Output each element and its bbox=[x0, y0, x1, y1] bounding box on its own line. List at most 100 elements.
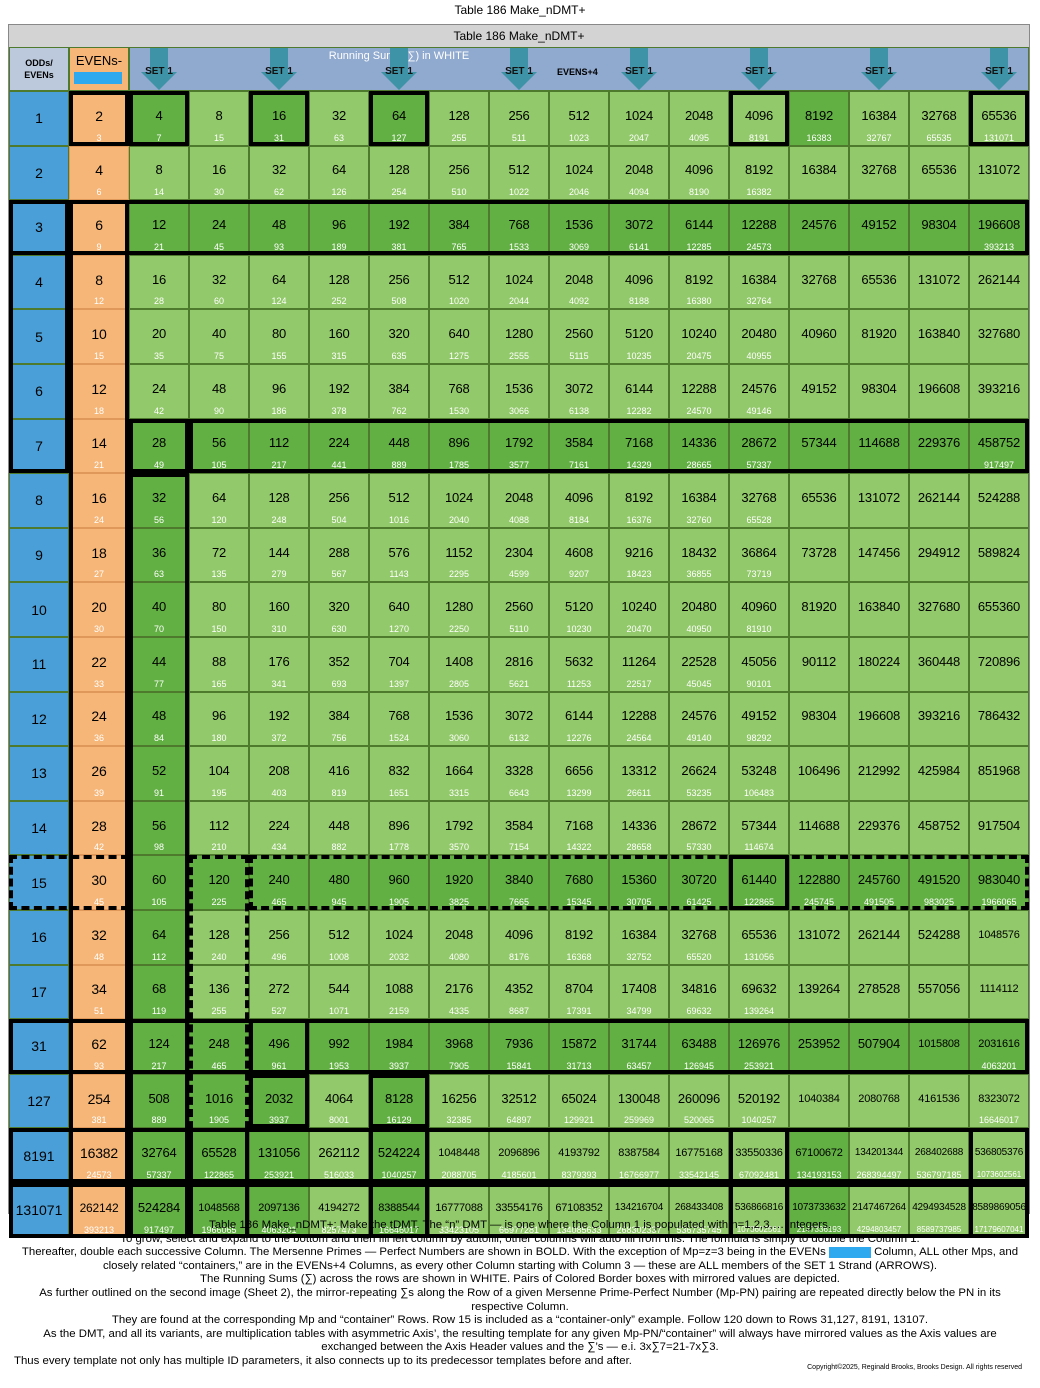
table-cell: 512 1008 bbox=[309, 910, 369, 965]
running-sum: 98292 bbox=[746, 733, 772, 744]
running-sum: 516033 bbox=[323, 1169, 355, 1180]
cell-value: 917504 bbox=[977, 817, 1021, 833]
cell-value: 1024 bbox=[444, 490, 474, 506]
running-sum: 14322 bbox=[566, 842, 592, 853]
cell-value: 69632 bbox=[741, 981, 777, 997]
table-cell: 5120 10235 bbox=[609, 309, 669, 364]
table-cell: 260096 520065 bbox=[669, 1073, 729, 1129]
cell-value: 28672 bbox=[741, 435, 777, 451]
running-sum: 6138 bbox=[568, 405, 590, 416]
running-sum: 252 bbox=[331, 296, 347, 307]
row-header: 31 bbox=[9, 1019, 69, 1074]
table-cell: 2560 5110 bbox=[489, 582, 549, 637]
cell-value: 24 bbox=[211, 217, 227, 233]
cell-value: 60 bbox=[151, 872, 167, 888]
running-sum: 30 bbox=[93, 623, 104, 634]
table-cell: 786432 bbox=[969, 691, 1029, 747]
cell-value: 180224 bbox=[857, 653, 901, 669]
cell-value: 384 bbox=[328, 708, 350, 724]
cell-value: 28 bbox=[91, 817, 107, 834]
cell-value: 18432 bbox=[681, 544, 717, 560]
running-sum: 2555 bbox=[508, 350, 530, 361]
table-cell: 104 195 bbox=[189, 746, 249, 801]
running-sum: 10230 bbox=[566, 623, 592, 634]
cell-value: 22528 bbox=[681, 653, 717, 669]
table-cell: 1040384 bbox=[789, 1073, 849, 1129]
table-cell: 2048 4092 bbox=[549, 254, 609, 310]
cell-value: 20 bbox=[91, 599, 107, 616]
table-cell: 122880 245745 bbox=[789, 855, 849, 910]
cell-value: 14336 bbox=[681, 435, 717, 451]
table-cell: 4294934528 8589737985 bbox=[909, 1183, 969, 1238]
table-cell: 160 315 bbox=[309, 309, 369, 364]
cell-value: 458752 bbox=[917, 817, 961, 833]
table-cell: 8 14 bbox=[129, 145, 189, 201]
running-sum: 1008 bbox=[328, 951, 350, 962]
running-sum: 131056 bbox=[743, 951, 775, 962]
table-cell: 655360 bbox=[969, 582, 1029, 637]
table-cell: 65536 bbox=[849, 254, 909, 310]
cell-value: 81920 bbox=[801, 599, 837, 615]
table-cell: 130048 259969 bbox=[609, 1073, 669, 1129]
table-cell: 544 1071 bbox=[309, 964, 369, 1020]
cell-value: 40 bbox=[211, 326, 227, 342]
running-sum: 248 bbox=[271, 514, 287, 525]
running-sum: 22517 bbox=[626, 678, 652, 689]
table-cell: 240 465 bbox=[249, 855, 309, 910]
table-cell: 416 819 bbox=[309, 746, 369, 801]
running-sum: 40955 bbox=[746, 350, 772, 361]
table-cell: 576 1143 bbox=[369, 527, 429, 583]
cell-value: 56 bbox=[211, 435, 227, 451]
running-sum: 491505 bbox=[863, 896, 895, 907]
running-sum: 122865 bbox=[743, 896, 775, 907]
cell-value: 992 bbox=[328, 1036, 350, 1052]
cell-value: 4352 bbox=[504, 981, 534, 997]
table-cell: 720896 bbox=[969, 637, 1029, 692]
running-sum: 504 bbox=[331, 514, 347, 525]
cell-value: 16 bbox=[211, 162, 227, 178]
cell-value: 112 bbox=[208, 817, 230, 833]
row-header: 10 bbox=[9, 582, 69, 637]
running-sum: 189 bbox=[331, 241, 347, 252]
table-cell: 60 105 bbox=[129, 855, 189, 910]
table-cell: 56 98 bbox=[129, 800, 189, 856]
table-cell: 256 496 bbox=[249, 910, 309, 965]
cell-value: 34 bbox=[91, 981, 107, 998]
running-sum: 917497 bbox=[143, 1224, 175, 1235]
table-cell: 163840 bbox=[909, 309, 969, 364]
table-cell: 208 403 bbox=[249, 746, 309, 801]
row-header: 12 bbox=[9, 691, 69, 747]
table-cell: 524288 bbox=[969, 473, 1029, 528]
table-cell: 139264 bbox=[789, 964, 849, 1020]
table-cell: 36864 73719 bbox=[729, 527, 789, 583]
cell-value: 28672 bbox=[681, 817, 717, 833]
table-cell: 33554176 66977281 bbox=[489, 1183, 549, 1238]
cell-value: 2560 bbox=[564, 326, 594, 342]
running-sum: 508 bbox=[391, 296, 407, 307]
running-sum: 126 bbox=[331, 187, 347, 198]
row-header: 16 bbox=[9, 910, 69, 965]
cell-value: 256 bbox=[508, 107, 530, 123]
row-header: 4 bbox=[9, 254, 69, 310]
cell-value: 4194272 bbox=[318, 1201, 360, 1214]
table-cell: 56 105 bbox=[189, 418, 249, 474]
running-sum: 6 bbox=[96, 187, 102, 198]
running-sum: 1071 bbox=[328, 1006, 350, 1017]
cell-value: 320 bbox=[388, 326, 410, 342]
cell-value: 256 bbox=[268, 926, 290, 942]
cell-value: 720896 bbox=[977, 653, 1021, 669]
table-cell: 69632 139264 bbox=[729, 964, 789, 1020]
cell-value: 896 bbox=[448, 435, 470, 451]
table-cell: 30720 61425 bbox=[669, 855, 729, 910]
running-sum: 32764 bbox=[746, 296, 772, 307]
table-cell: 2176 4335 bbox=[429, 964, 489, 1020]
table-cell: 851968 bbox=[969, 746, 1029, 801]
running-sum: 32752 bbox=[626, 951, 652, 962]
running-sum: 11253 bbox=[566, 678, 592, 689]
cell-value: 768 bbox=[388, 708, 410, 724]
table-cell: 520192 1040257 bbox=[729, 1073, 789, 1129]
table-cell: 320 630 bbox=[309, 582, 369, 637]
running-sum: 3069 bbox=[568, 241, 590, 252]
running-sum: 434 bbox=[271, 842, 287, 853]
running-sum: 15841 bbox=[506, 1060, 532, 1071]
